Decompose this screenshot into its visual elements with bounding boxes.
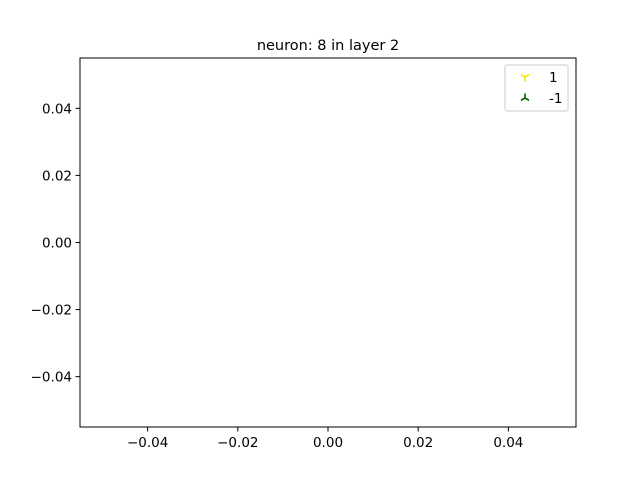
legend-label: 1	[549, 70, 558, 86]
x-tick-label: 0.02	[403, 435, 433, 451]
plot-area	[79, 57, 577, 428]
legend-box	[504, 64, 569, 112]
legend-marker	[520, 93, 530, 101]
x-tick-label: −0.04	[127, 435, 168, 451]
y-tick-label: 0.04	[42, 101, 72, 117]
x-tick-label: 0.04	[493, 435, 523, 451]
legend-marker	[520, 74, 530, 82]
y-tick-label: 0.00	[42, 236, 72, 252]
y-tick-label: 0.02	[42, 168, 72, 184]
y-axis: −0.04 −0.02 0.00 0.02 0.04	[31, 101, 80, 386]
y-tick-label: −0.04	[31, 370, 72, 386]
legend-label: -1	[549, 91, 562, 107]
x-tick-label: 0.00	[313, 435, 343, 451]
x-tick-label: −0.02	[217, 435, 258, 451]
legend-entries: 1-1	[520, 70, 562, 107]
x-axis: −0.04 −0.02 0.00 0.02 0.04	[127, 427, 523, 451]
chart-title: neuron: 8 in layer 2	[257, 38, 399, 54]
legend: 1-1	[504, 64, 569, 112]
y-tick-label: −0.02	[31, 303, 72, 319]
